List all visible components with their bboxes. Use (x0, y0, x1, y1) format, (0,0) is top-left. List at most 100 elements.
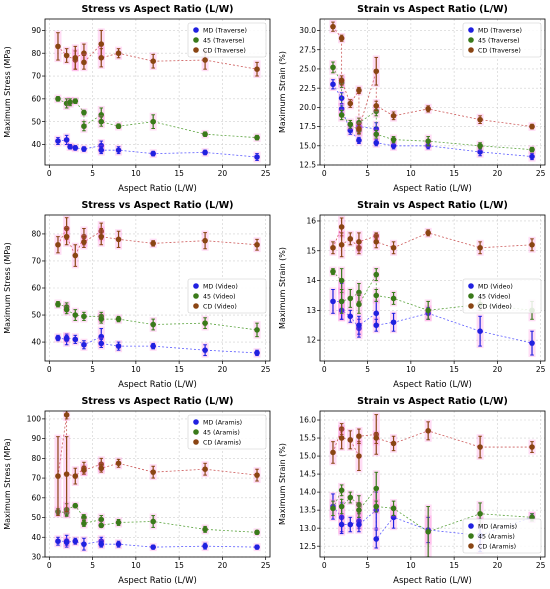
data-point (373, 108, 380, 115)
data-point (63, 412, 70, 418)
data-point (425, 230, 431, 236)
data-point (81, 50, 87, 57)
data-layer (329, 412, 536, 557)
data-point (63, 137, 70, 143)
x-tick-label: 10 (131, 169, 141, 178)
data-point (150, 343, 156, 349)
legend-label: CD (Video) (478, 303, 512, 310)
y-tick-label: 40 (31, 338, 41, 347)
data-point (202, 237, 208, 244)
data-point (529, 444, 535, 450)
chart-panel-6: Strain vs Aspect Ratio (L/W) 0 5 10 15 20 25 12… (278, 396, 546, 586)
y-axis-label: Maximum Strain (%) (278, 247, 287, 329)
y-tick-label: 15 (306, 246, 316, 255)
y-tick-label: 15.5 (299, 434, 316, 443)
data-point (115, 519, 122, 526)
legend: MD (Video) 45 (Video) CD (Video) (462, 278, 542, 314)
legend: MD (Traverse) 45 (Traverse) CD (Traverse) (187, 22, 267, 58)
data-point (81, 59, 87, 66)
legend-label: CD (Video) (203, 303, 237, 310)
y-tick-label: 80 (31, 230, 41, 239)
data-point (373, 271, 380, 278)
data-point (330, 449, 336, 456)
legend-marker (468, 543, 474, 549)
data-point (330, 244, 336, 251)
data-point (81, 520, 87, 527)
axes-frame (44, 214, 271, 362)
data-point (72, 336, 79, 343)
data-point (390, 113, 397, 119)
x-tick-label: 5 (365, 561, 370, 570)
data-point (254, 66, 260, 72)
data-point (55, 301, 61, 308)
data-point (477, 328, 483, 335)
data-point (390, 505, 397, 512)
legend: MD (Traverse) 45 (Traverse) CD (Traverse) (462, 22, 542, 58)
data-point (115, 541, 122, 547)
data-point (356, 521, 362, 528)
data-point (67, 99, 73, 106)
y-tick-label: 15.0 (299, 452, 316, 461)
series-45 (54, 94, 261, 142)
data-point (330, 23, 336, 30)
grid (320, 19, 545, 166)
data-point (338, 298, 345, 305)
y-axis-label: Maximum Strain (%) (278, 51, 287, 133)
data-layer (54, 28, 261, 163)
data-point (373, 435, 380, 441)
data-point (98, 147, 105, 153)
data-point (425, 138, 431, 144)
x-tick-label: 10 (406, 169, 416, 178)
data-point (356, 301, 362, 308)
series-CD (54, 28, 261, 79)
legend-box (462, 278, 542, 314)
data-point (347, 236, 354, 242)
data-point (55, 43, 61, 50)
data-layer (329, 20, 536, 162)
data-point (356, 137, 362, 144)
chart-panel-3: Stress vs Aspect Ratio (L/W) 0 5 10 15 20 25 40… (3, 200, 271, 390)
data-point (373, 322, 380, 329)
data-point (81, 123, 87, 130)
legend-label: MD (Traverse) (203, 27, 247, 34)
data-point (98, 516, 105, 523)
y-tick-label: 80 (31, 454, 41, 463)
data-point (202, 149, 208, 156)
series-CD (54, 215, 261, 269)
chart-title: Stress vs Aspect Ratio (L/W) (81, 4, 233, 15)
legend-marker (193, 283, 199, 289)
y-tick-label: 14 (306, 276, 316, 285)
x-tick-label: 20 (218, 365, 228, 374)
series-MD (54, 326, 261, 358)
data-layer (54, 411, 261, 553)
x-tick-label: 20 (493, 169, 503, 178)
data-point (115, 316, 122, 322)
x-axis-label: Aspect Ratio (L/W) (393, 576, 472, 586)
data-point (356, 433, 362, 440)
legend-marker (468, 283, 474, 289)
legend-marker (468, 293, 474, 299)
series-CD (329, 215, 536, 259)
y-tick-label: 40 (31, 140, 41, 149)
data-point (81, 109, 87, 116)
legend-label: MD (Traverse) (478, 27, 522, 34)
data-point (63, 335, 70, 341)
y-tick-label: 16 (306, 217, 316, 226)
legend-label: MD (Video) (478, 283, 513, 290)
data-point (330, 268, 336, 275)
data-point (373, 103, 380, 109)
data-point (330, 298, 336, 305)
data-point (72, 252, 79, 259)
data-point (150, 518, 156, 525)
y-tick-label: 16.0 (299, 416, 316, 425)
data-point (202, 131, 208, 138)
data-point (254, 241, 260, 248)
legend: MD (Aramis) 45 (Aramis) CD (Aramis) (462, 518, 542, 554)
data-point (81, 146, 87, 152)
data-point (477, 244, 483, 251)
x-tick-label: 5 (90, 169, 95, 178)
x-tick-label: 5 (365, 169, 370, 178)
y-tick-label: 70 (31, 257, 41, 266)
y-tick-label: 40 (31, 533, 41, 542)
axes-frame (319, 214, 546, 362)
